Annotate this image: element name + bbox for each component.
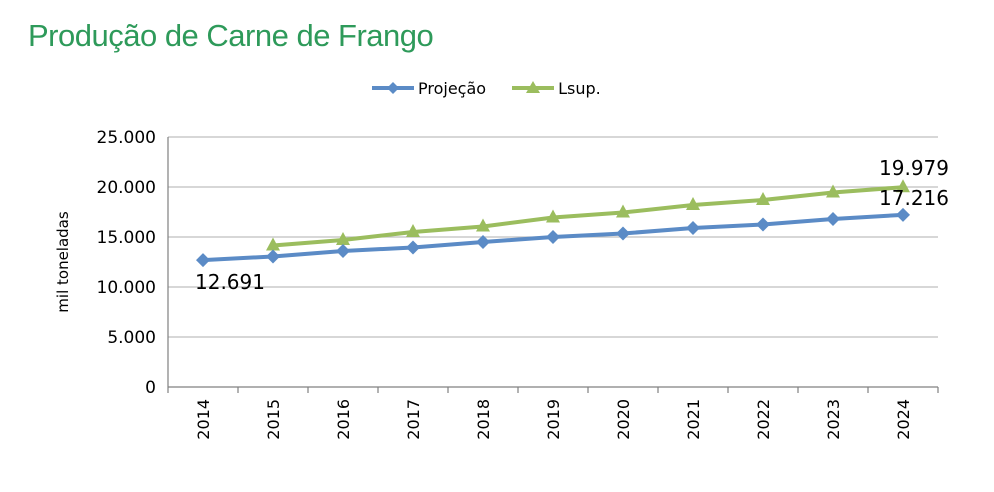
chart-legend: Projeção Lsup.: [372, 76, 601, 100]
data-point-diamond: [896, 207, 910, 222]
legend-item-projecao: Projeção: [372, 79, 486, 98]
data-label: 19.979: [879, 156, 949, 180]
page-title: Produção de Carne de Frango: [28, 18, 434, 53]
legend-diamond-icon: [372, 82, 414, 94]
y-tick-label: 0: [145, 378, 156, 398]
data-point-triangle: [756, 192, 770, 205]
y-tick-label: 15.000: [97, 228, 156, 248]
x-tick-label: 2021: [684, 399, 703, 440]
data-point-diamond: [616, 226, 630, 241]
y-axis-label: mil toneladas: [54, 211, 72, 313]
data-point-triangle: [266, 237, 280, 251]
legend-label-projecao: Projeção: [418, 78, 487, 98]
y-tick-label: 10.000: [97, 278, 156, 298]
data-label: 17.216: [879, 186, 949, 210]
y-tick-label: 25.000: [97, 128, 156, 148]
legend-item-lsup: Lsup.: [512, 79, 601, 98]
legend-label-lsup: Lsup.: [558, 78, 601, 98]
data-point-triangle: [336, 232, 350, 245]
legend-triangle-icon: [512, 81, 555, 93]
data-point-diamond: [546, 230, 560, 244]
data-point-triangle: [546, 209, 560, 223]
data-point-triangle: [476, 218, 490, 232]
data-point-diamond: [686, 221, 700, 235]
y-tick-label: 20.000: [97, 178, 156, 198]
x-tick-label: 2014: [194, 399, 213, 440]
x-tick-label: 2015: [264, 399, 283, 440]
x-tick-label: 2017: [404, 399, 423, 440]
x-tick-label: 2024: [894, 399, 913, 440]
data-point-diamond: [476, 235, 490, 249]
x-tick-label: 2019: [544, 399, 563, 440]
data-point-triangle: [896, 179, 910, 193]
x-tick-label: 2016: [334, 399, 353, 440]
series-line-1: [272, 185, 904, 248]
data-point-diamond: [826, 212, 840, 226]
data-point-triangle: [616, 204, 630, 218]
data-point-diamond: [196, 253, 210, 268]
data-point-diamond: [336, 244, 350, 258]
data-point-diamond: [266, 249, 280, 264]
y-tick-label: 5.000: [107, 328, 156, 348]
data-point-diamond: [406, 240, 420, 255]
x-tick-label: 2023: [824, 399, 843, 440]
data-point-triangle: [406, 224, 420, 237]
data-point-triangle: [826, 184, 840, 198]
data-label: 12.691: [195, 270, 265, 294]
data-point-triangle: [686, 197, 700, 210]
x-tick-label: 2022: [754, 399, 773, 440]
x-tick-label: 2020: [614, 399, 633, 440]
x-tick-label: 2018: [474, 399, 493, 440]
data-point-diamond: [756, 217, 770, 232]
